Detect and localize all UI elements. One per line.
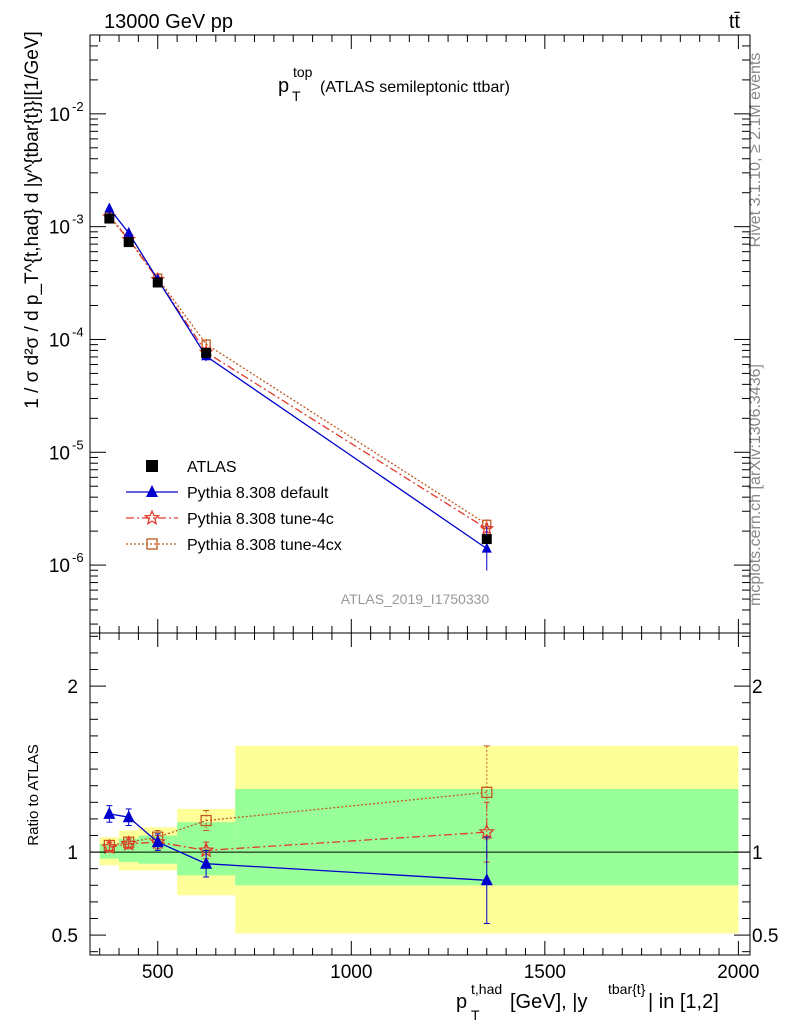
ratio-y-tick-label: 2 [67, 677, 78, 698]
ratio-y-tick-label-right: 0.5 [752, 926, 778, 947]
y-tick-exponent: -2 [72, 99, 84, 114]
xlabel-tail: | in [1,2] [648, 991, 719, 1013]
ratio-y-tick-label-right: 1 [752, 843, 763, 864]
series-line-tune4cx [108, 216, 488, 525]
title-rest: (ATLAS semileptonic ttbar) [320, 79, 510, 96]
point-default [481, 542, 492, 553]
ratio-y-tick-label: 1 [67, 843, 78, 864]
xlabel-sub: T [471, 1007, 480, 1023]
title-sup: top [293, 64, 313, 80]
ratio-point-tune4c [120, 835, 137, 851]
legend-marker-data [146, 460, 158, 472]
mcplots-label: mcplots.cern.ch [arXiv:1306.3436] [747, 364, 764, 606]
ratio-point-default [103, 806, 116, 819]
y-tick-exponent: -6 [72, 550, 84, 565]
title-main: p [278, 75, 289, 97]
ratio-y-tick-label: 0.5 [52, 926, 78, 947]
ratio-point-default [151, 835, 164, 848]
upper-panel: p top T (ATLAS semileptonic ttbar) 10 -21… [22, 31, 751, 634]
y-tick-label: 10 [49, 330, 70, 351]
legend-label-data: ATLAS [187, 459, 237, 476]
ratio-point-tune4c [101, 838, 118, 855]
x-tick-label: 1500 [524, 962, 566, 983]
legend: ATLAS Pythia 8.308 default Pythia 8.308 tu… [126, 459, 342, 554]
y-tick-exponent: -3 [72, 212, 84, 227]
ratio-point-tune4cx [200, 814, 212, 827]
point-default [104, 202, 115, 213]
energy-label: 13000 GeV pp [104, 11, 233, 33]
y-tick-exponent: -4 [72, 324, 84, 339]
lower-frame [89, 632, 751, 956]
point-data [152, 277, 163, 288]
series-line-tune4c [108, 216, 488, 530]
xlabel-rest: [GeV], |y [510, 991, 587, 1013]
xlabel-sup: t,had [471, 981, 502, 997]
point-data [481, 534, 492, 545]
legend-label-tune4cx: Pythia 8.308 tune-4cx [187, 537, 342, 554]
x-tick-label: 500 [142, 962, 174, 983]
legend-label-default: Pythia 8.308 default [187, 485, 329, 502]
ratio-point-default [122, 810, 135, 823]
legend-marker-tune4c [143, 509, 161, 526]
y-axis-label-upper: 1 / σ d²σ / d p_T^{t,had} d |y^{tbar{t}}… [22, 31, 43, 409]
ratio-point-tune4cx [481, 786, 493, 798]
point-default [123, 226, 134, 237]
x-tick-label: 2000 [717, 962, 759, 983]
analysis-id: ATLAS_2019_I1750330 [341, 591, 490, 607]
legend-marker-default [146, 485, 158, 497]
x-axis-label: p t,had T [GeV], |y tbar{t} | in [1,2] [456, 981, 719, 1023]
xlabel-main: p [456, 991, 467, 1013]
legend-label-tune4c: Pythia 8.308 tune-4c [187, 511, 334, 528]
y-tick-label: 10 [49, 556, 70, 577]
y-tick-label: 10 [49, 105, 70, 126]
xlabel-sup2: tbar{t} [608, 981, 646, 997]
y-tick-label: 10 [49, 218, 70, 239]
ratio-point-tune4c [478, 823, 495, 840]
lower-panel: 0.5 0.5 1 1 2 2 500 1000 1500 2000 Ratio to ATLA… [25, 632, 778, 1023]
y-tick-label: 10 [49, 443, 70, 464]
legend-marker-tune4cx [146, 538, 158, 550]
y-axis-label-lower: Ratio to ATLAS [25, 744, 42, 845]
process-label: tt̄ [729, 11, 741, 33]
ratio-y-tick-label-right: 2 [752, 677, 763, 698]
title-sub: T [292, 88, 301, 104]
point-data [201, 347, 212, 358]
y-tick-exponent: -5 [72, 437, 84, 452]
x-tick-label: 1000 [330, 962, 372, 983]
svg-text:p: p [278, 75, 289, 97]
rivet-label: Rivet 3.1.10, ≥ 2.1M events [747, 53, 764, 248]
point-data [104, 213, 115, 224]
plot-title: p top T (ATLAS semileptonic ttbar) [278, 64, 510, 104]
ratio-point-default [480, 873, 493, 886]
point-data [123, 237, 134, 248]
ratio-point-default [200, 856, 213, 869]
